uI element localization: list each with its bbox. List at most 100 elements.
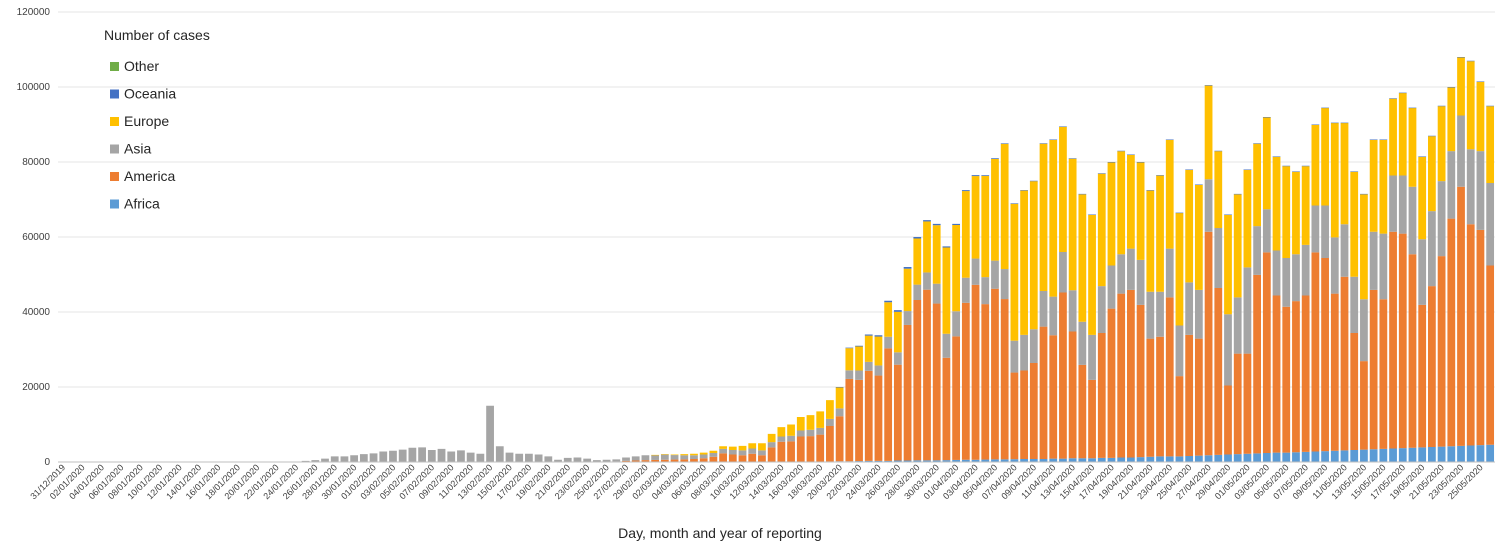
bar-segment-europe bbox=[1175, 213, 1184, 326]
bar-segment-asia bbox=[1379, 233, 1388, 300]
bar-segment-africa bbox=[1088, 458, 1096, 462]
bar-segment-africa bbox=[1214, 454, 1223, 463]
bar-segment-europe bbox=[1156, 175, 1164, 292]
bar-segment-oceania bbox=[942, 246, 951, 248]
bar-segment-europe bbox=[893, 311, 902, 353]
bar-segment-oceania bbox=[1088, 214, 1096, 215]
bar-segment-africa bbox=[1447, 446, 1456, 462]
bar-segment-europe bbox=[670, 454, 679, 456]
bar-segment-asia bbox=[1486, 183, 1495, 266]
bar-segment-europe bbox=[942, 247, 951, 334]
bar-segment-america bbox=[1185, 334, 1194, 457]
bar-segment-asia bbox=[1272, 250, 1281, 296]
bar-segment-america bbox=[1039, 326, 1048, 460]
bar-segment-africa bbox=[1165, 456, 1174, 463]
bar-segment-asia bbox=[1156, 291, 1164, 337]
bar-segment-america bbox=[835, 416, 844, 462]
bar-segment-asia bbox=[447, 451, 456, 462]
bar-segment-asia bbox=[826, 418, 834, 427]
bar-segment-asia bbox=[427, 450, 436, 462]
bar-segment-africa bbox=[971, 459, 980, 462]
bar-segment-america bbox=[1214, 288, 1223, 455]
bar-segment-oceania bbox=[1398, 92, 1407, 94]
bar-segment-america bbox=[942, 357, 951, 461]
bar-segment-america bbox=[1272, 295, 1281, 453]
bar-segment-asia bbox=[1020, 334, 1028, 371]
bar-segment-america bbox=[1350, 333, 1359, 450]
bar-segment-europe bbox=[845, 348, 854, 371]
bar-segment-america bbox=[806, 436, 815, 462]
bar-segment-africa bbox=[1078, 458, 1087, 462]
bar-segment-america bbox=[1340, 276, 1349, 451]
bar-segment-america bbox=[923, 289, 931, 461]
bar-segment-africa bbox=[1457, 445, 1465, 463]
bar-segment-europe bbox=[1097, 173, 1106, 287]
bar-segment-africa bbox=[913, 460, 922, 462]
bar-segment-africa bbox=[1360, 449, 1368, 463]
bar-segment-europe bbox=[961, 191, 970, 278]
bar-segment-europe bbox=[699, 452, 708, 455]
bar-segment-europe bbox=[981, 175, 990, 278]
bar-segment-america bbox=[1078, 364, 1087, 459]
bar-segment-europe bbox=[1350, 171, 1359, 277]
bar-segment-asia bbox=[670, 455, 679, 460]
bar-segment-africa bbox=[981, 459, 990, 462]
bar-segment-africa bbox=[1136, 457, 1145, 463]
bar-segment-africa bbox=[1330, 450, 1339, 462]
bar-segment-asia bbox=[796, 430, 805, 437]
bar-segment-asia bbox=[981, 277, 990, 305]
legend-label-america: America bbox=[124, 168, 176, 184]
bar-segment-america bbox=[981, 304, 990, 460]
bar-segment-america bbox=[1059, 292, 1067, 459]
bar-segment-asia bbox=[350, 455, 359, 462]
bar-segment-america bbox=[680, 459, 689, 463]
bar-segment-asia bbox=[1107, 265, 1116, 309]
legend-swatch-other bbox=[110, 62, 119, 71]
bar-segment-europe bbox=[816, 411, 825, 428]
bar-segment-asia bbox=[660, 454, 669, 460]
bar-segment-africa bbox=[1127, 457, 1135, 462]
bar-segment-asia bbox=[1243, 267, 1252, 354]
bar-segment-africa bbox=[1204, 455, 1213, 462]
bar-segment-oceania bbox=[1194, 184, 1203, 185]
bar-segment-oceania bbox=[1253, 143, 1261, 144]
bar-segment-asia bbox=[1418, 239, 1427, 305]
bar-segment-america bbox=[1476, 229, 1485, 446]
bar-segment-europe bbox=[826, 400, 834, 419]
bar-segment-oceania bbox=[1262, 117, 1271, 118]
bar-segment-asia bbox=[748, 448, 757, 454]
bar-segment-europe bbox=[884, 302, 893, 337]
bar-segment-europe bbox=[1418, 156, 1427, 240]
bar-segment-america bbox=[1418, 304, 1427, 448]
bar-segment-asia bbox=[486, 405, 494, 462]
bar-segment-asia bbox=[709, 453, 718, 457]
bar-segment-america bbox=[1233, 353, 1242, 455]
bar-segment-asia bbox=[961, 277, 970, 303]
bar-segment-oceania bbox=[893, 310, 902, 312]
bar-segment-asia bbox=[359, 454, 368, 463]
bar-segment-asia bbox=[340, 456, 349, 463]
bar-segment-asia bbox=[719, 448, 727, 454]
bar-segment-america bbox=[767, 447, 776, 463]
bar-segment-africa bbox=[874, 460, 883, 463]
bar-segment-africa bbox=[1233, 454, 1242, 463]
bar-segment-europe bbox=[1068, 158, 1077, 291]
bar-segment-europe bbox=[932, 225, 941, 284]
bar-segment-europe bbox=[913, 238, 922, 285]
bar-segment-asia bbox=[573, 457, 582, 462]
bar-segment-america bbox=[1301, 295, 1310, 452]
y-tick-label: 20000 bbox=[22, 382, 50, 393]
bar-segment-america bbox=[1165, 297, 1174, 457]
bar-segment-america bbox=[1447, 218, 1456, 447]
bar-segment-europe bbox=[1049, 139, 1058, 297]
bar-segment-asia bbox=[738, 450, 747, 456]
bar-segment-africa bbox=[1068, 458, 1077, 462]
bar-segment-america bbox=[690, 459, 698, 462]
bar-segment-europe bbox=[1457, 57, 1465, 116]
bar-segment-europe bbox=[728, 446, 737, 451]
bar-segment-america bbox=[1156, 336, 1164, 457]
bar-segment-oceania bbox=[952, 223, 961, 226]
bar-segment-asia bbox=[311, 460, 320, 463]
bar-segment-asia bbox=[592, 460, 601, 462]
bar-segment-america bbox=[855, 379, 863, 462]
